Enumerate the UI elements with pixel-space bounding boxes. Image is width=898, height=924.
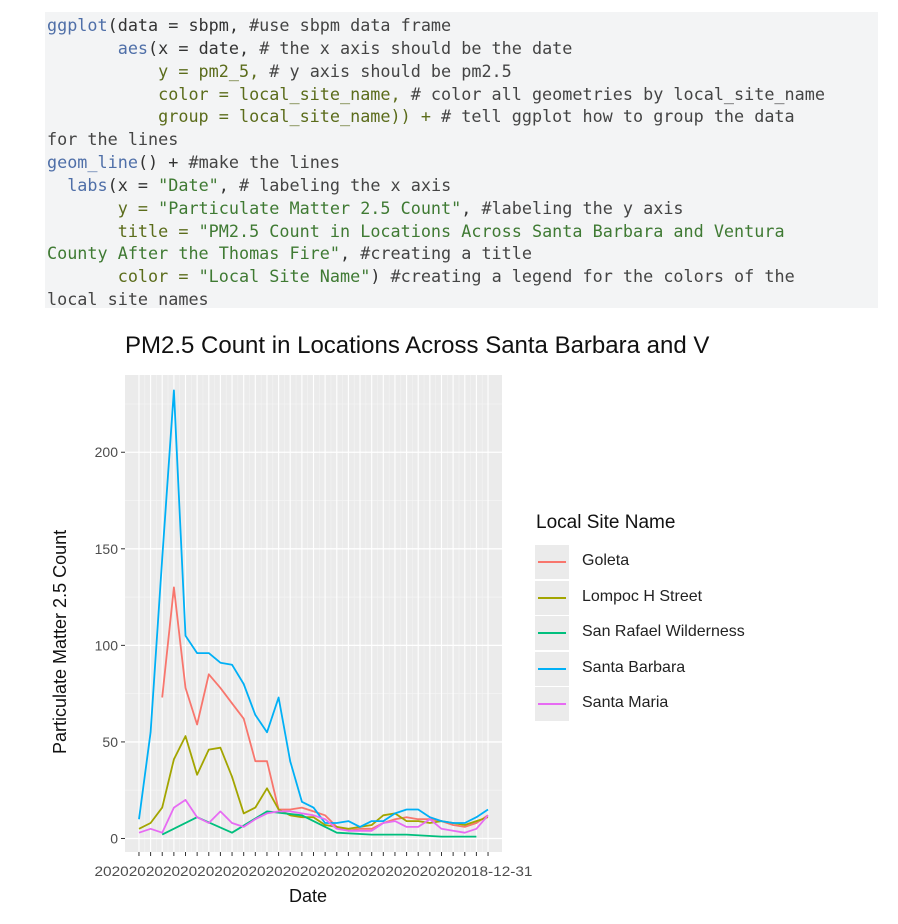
code-token: geom_line (47, 152, 138, 173)
x-tick-labels: 2020202020202020202020202020202020202020… (95, 864, 533, 879)
legend-key (535, 687, 569, 721)
y-tick-label: 100 (95, 637, 119, 653)
legend-item: Lompoc H Street (535, 580, 815, 615)
code-token: #make the lines (188, 152, 341, 173)
legend-label: Lompoc H Street (582, 587, 703, 605)
code-token: #use sbpm data frame (249, 15, 452, 35)
code-token: (data = sbpm, (107, 15, 250, 35)
code-line: for the lines (47, 128, 878, 151)
series-line-san-rafael-wilderness (161, 810, 477, 838)
legend-key-line (538, 703, 566, 705)
code-block: ggplot(data = sbpm, #use sbpm data frame… (45, 12, 878, 308)
code-token: # labeling the x axis (239, 174, 452, 195)
chart-plot: 0 50 100 150 200 2020202020202020202020202020… (95, 375, 533, 879)
code-line: aes(x = date, # the x axis should be the… (47, 37, 878, 60)
y-tick-label: 150 (95, 541, 119, 557)
code-line: y = "Particulate Matter 2.5 Count", #lab… (47, 197, 878, 220)
code-token: color = (47, 266, 199, 287)
legend-key-line (538, 667, 566, 670)
legend-label: Santa Barbara (582, 658, 686, 676)
code-token: ggplot (47, 15, 108, 35)
legend-item: Goleta (535, 545, 815, 579)
code-token: y = (47, 197, 159, 218)
code-token: , (218, 174, 239, 195)
legend-item: Santa Barbara (535, 651, 815, 686)
code-token: "Particulate Matter 2.5 Count" (158, 197, 462, 218)
legend-key (535, 545, 569, 579)
code-line: County After the Thomas Fire", #creating… (47, 242, 878, 265)
code-token: labs (47, 174, 108, 195)
legend-key (535, 616, 569, 650)
series-line-lompoc-h-street (138, 735, 489, 830)
code-token: #labeling the y axis (481, 197, 684, 218)
x-axis-title: Date (289, 886, 328, 906)
code-token: County After the Thomas Fire" (47, 243, 340, 264)
code-token: #creating a legend for the colors of the (390, 266, 795, 287)
series-line-santa-barbara (138, 389, 489, 828)
legend-key (535, 651, 569, 686)
code-line: labs(x = "Date", # labeling the x axis (47, 174, 878, 197)
code-token: "PM2.5 Count in Locations Across Santa B… (198, 220, 785, 241)
series-line-goleta (161, 586, 489, 832)
code-token: for the lines (47, 129, 179, 150)
code-token: # tell ggplot how to group the data (441, 106, 795, 127)
code-token: "Local Site Name" (198, 266, 371, 287)
code-token: (x = date, (148, 37, 260, 58)
y-axis-title: Particulate Matter 2.5 Count (50, 529, 70, 754)
code-token: aes (47, 37, 149, 58)
code-token: #creating a title (360, 243, 532, 264)
code-line: local site names (47, 288, 878, 308)
code-token: , (340, 243, 361, 264)
chart-title: PM2.5 Count in Locations Across Santa Ba… (125, 332, 710, 359)
code-line: group = local_site_name)) + # tell ggplo… (47, 105, 878, 128)
legend-title: Local Site Name (536, 512, 676, 533)
code-token: local site names (47, 289, 209, 308)
code-token: # y axis should be pm2.5 (269, 60, 512, 81)
code-line: color = "Local Site Name") #creating a l… (47, 265, 878, 288)
legend-key-line (538, 596, 566, 599)
legend-label: Santa Maria (582, 694, 669, 711)
y-tick-label: 50 (102, 734, 118, 750)
code-token: () + (137, 152, 189, 173)
legend-key (535, 580, 569, 615)
code-token: y = pm2_5, (47, 60, 270, 81)
code-line: color = local_site_name, # color all geo… (47, 83, 878, 106)
code-token: (x = (107, 174, 159, 195)
series-line-santa-maria (138, 798, 489, 834)
y-tick-label: 200 (95, 444, 119, 460)
code-token: ) (370, 266, 391, 287)
y-tick-label: 0 (110, 830, 118, 846)
legend-item: Santa Maria (535, 687, 815, 721)
legend-key-line (538, 561, 566, 563)
legend-item: San Rafael Wilderness (535, 616, 815, 650)
code-token: color = local_site_name, (47, 83, 411, 104)
legend-label: San Rafael Wilderness (582, 623, 745, 640)
code-token: title = (47, 220, 199, 241)
legend-label: Goleta (582, 552, 630, 569)
code-token: # the x axis should be the date (259, 37, 573, 58)
code-line: ggplot(data = sbpm, #use sbpm data frame (47, 14, 878, 37)
code-line: title = "PM2.5 Count in Locations Across… (47, 220, 878, 243)
code-token: group = local_site_name)) + (47, 106, 442, 127)
code-line: y = pm2_5, # y axis should be pm2.5 (47, 60, 878, 83)
code-token: "Date" (158, 174, 219, 195)
code-token: , (461, 197, 482, 218)
legend-key-line (538, 632, 566, 634)
code-token: # color all geometries by local_site_nam… (410, 83, 825, 104)
code-line: geom_line() + #make the lines (47, 151, 878, 174)
